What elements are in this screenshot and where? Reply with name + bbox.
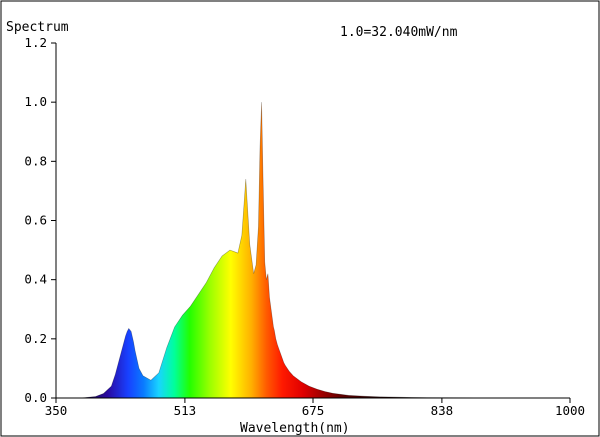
series-layer [56,102,571,399]
spectrum-area [56,102,570,399]
axes-layer: 0.0 0.2 0.4 0.6 0.8 1.0 1.2 350 513 675 838 1000 [24,35,585,418]
x-tick-label: 350 [45,403,68,418]
spectrum-line [56,102,571,399]
chart-title: Spectrum [6,20,69,35]
x-axis-label: Wavelength(nm) [240,421,350,436]
x-tick-label: 513 [174,403,197,418]
y-tick-label: 0.2 [24,331,47,346]
y-tick-label: 0.4 [24,272,47,287]
y-tick-label: 0.8 [24,153,47,168]
y-tick-label: 0.0 [24,390,47,405]
x-tick-label: 675 [302,403,325,418]
scale-note: 1.0=32.040mW/nm [340,25,458,40]
y-tick-label: 1.2 [24,35,47,50]
y-tick-label: 1.0 [24,94,47,109]
y-tick-label: 0.6 [24,213,47,228]
x-tick-label: 1000 [555,403,585,418]
x-tick-label: 838 [431,403,454,418]
